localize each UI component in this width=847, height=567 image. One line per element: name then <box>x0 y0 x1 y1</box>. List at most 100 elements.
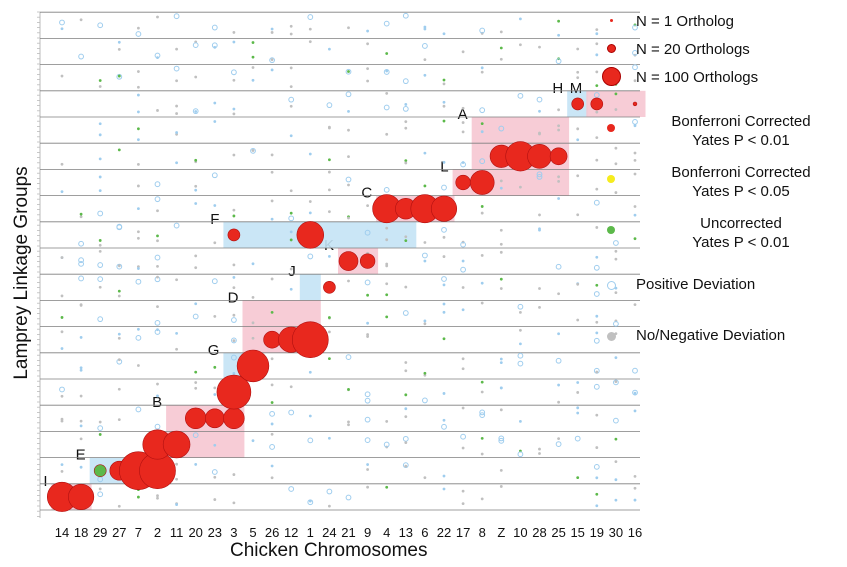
background-point <box>60 347 64 350</box>
background-point <box>480 437 484 440</box>
background-point <box>137 138 140 142</box>
background-point <box>194 386 198 390</box>
data-point-23-row4 <box>205 408 225 429</box>
background-point <box>404 369 408 373</box>
background-point <box>385 315 389 319</box>
background-point <box>59 19 65 26</box>
background-point <box>117 332 121 336</box>
background-point <box>289 287 293 291</box>
background-point <box>633 474 637 478</box>
background-point <box>633 391 637 395</box>
background-point <box>116 73 123 80</box>
background-point <box>613 417 619 424</box>
legend-label: Bonferroni Corrected Yates P < 0.05 <box>671 164 811 200</box>
background-point <box>175 503 179 506</box>
background-point <box>137 207 140 210</box>
background-point <box>232 263 236 267</box>
background-point <box>595 187 599 191</box>
background-point <box>364 229 371 236</box>
background-point <box>117 74 121 78</box>
background-point <box>97 262 104 268</box>
background-point <box>633 498 637 502</box>
background-point <box>557 175 560 179</box>
background-point <box>173 13 180 20</box>
background-point <box>557 197 560 200</box>
background-point <box>499 186 503 190</box>
background-point <box>593 383 600 390</box>
background-point <box>402 435 409 442</box>
background-point <box>593 291 600 297</box>
background-point <box>366 293 369 297</box>
background-point <box>97 276 104 283</box>
background-point <box>576 318 580 322</box>
background-point <box>194 184 198 188</box>
background-point <box>232 112 236 116</box>
background-point <box>288 215 295 222</box>
background-point <box>517 92 524 99</box>
x-tick-label: 23 <box>208 525 222 540</box>
background-point <box>60 417 64 421</box>
x-axis-title: Chicken Chromosomes <box>230 540 428 561</box>
background-point <box>402 462 409 469</box>
background-point <box>289 66 293 70</box>
background-point <box>613 379 619 386</box>
background-point <box>538 131 541 135</box>
background-point <box>538 227 541 231</box>
background-point <box>423 151 427 155</box>
background-point <box>614 191 618 194</box>
background-point <box>60 190 64 194</box>
background-point <box>98 133 102 137</box>
background-point <box>270 199 274 203</box>
data-point-16-row16 <box>632 101 638 107</box>
background-point <box>308 414 312 418</box>
background-point <box>269 444 276 450</box>
background-point <box>576 381 580 384</box>
background-point <box>98 487 102 491</box>
background-point <box>269 410 276 417</box>
background-point <box>404 126 408 130</box>
background-point <box>156 209 159 213</box>
background-point <box>156 382 159 386</box>
x-tick-label: 6 <box>421 525 428 540</box>
background-point <box>593 463 600 470</box>
data-point-1-row7 <box>291 321 329 359</box>
background-point <box>326 488 333 495</box>
background-point <box>423 184 427 188</box>
background-point <box>79 366 83 370</box>
background-point <box>595 492 599 496</box>
background-point <box>328 504 331 508</box>
background-point <box>116 223 123 230</box>
background-point <box>173 65 180 72</box>
background-point <box>328 357 331 361</box>
background-point <box>60 162 64 166</box>
background-point <box>460 433 467 440</box>
background-point <box>156 15 159 19</box>
background-point <box>366 468 369 471</box>
background-point <box>404 464 408 468</box>
background-point <box>461 502 465 506</box>
background-point <box>422 252 428 259</box>
background-point <box>192 42 199 49</box>
background-point <box>156 496 159 500</box>
background-point <box>78 257 84 264</box>
background-point <box>595 314 599 318</box>
x-tick-label: 29 <box>93 525 107 540</box>
background-point <box>614 380 618 384</box>
data-point-21-row10 <box>338 251 359 271</box>
x-tick-label: Z <box>497 525 505 540</box>
background-point <box>328 188 331 192</box>
background-point <box>213 365 217 369</box>
background-point <box>632 119 638 125</box>
background-point <box>461 121 465 124</box>
background-point <box>137 70 140 73</box>
background-point <box>328 316 331 319</box>
background-point <box>251 41 255 44</box>
background-point <box>98 175 102 179</box>
background-point <box>194 75 198 79</box>
background-point <box>308 152 312 156</box>
background-point <box>460 241 467 248</box>
data-point-25-row14 <box>549 147 568 166</box>
background-point <box>461 406 465 410</box>
background-point <box>633 213 637 217</box>
background-point <box>557 437 560 440</box>
